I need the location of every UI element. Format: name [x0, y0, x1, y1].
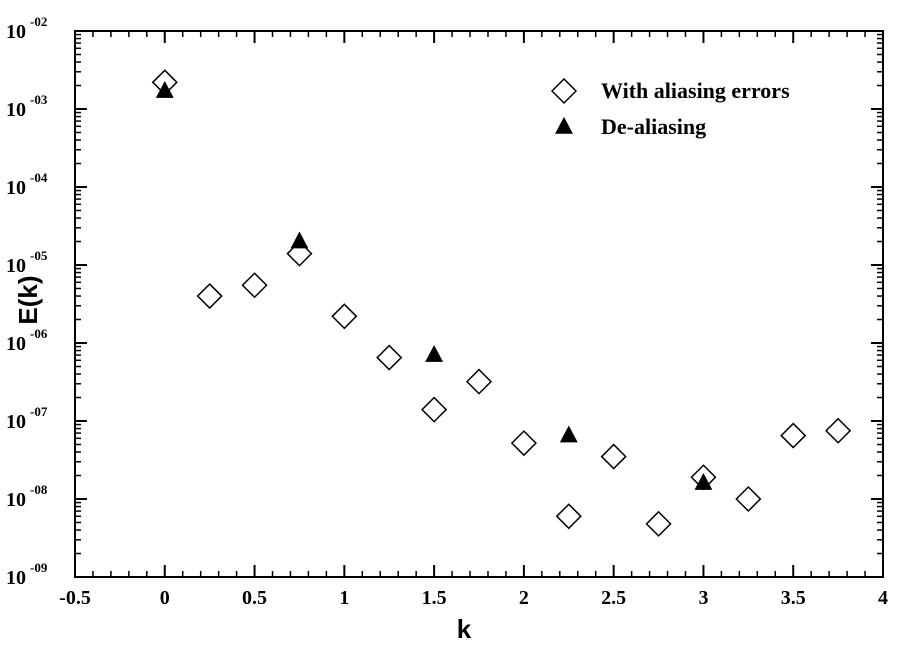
diamond-point: [735, 485, 762, 513]
y-tick-exponent: -04: [30, 170, 48, 185]
y-tick-exponent: -07: [30, 404, 48, 419]
diamond-point: [825, 417, 852, 444]
triangle-point: [425, 345, 444, 362]
data-points-layer: [151, 69, 852, 537]
y-tick-label: 10: [6, 489, 26, 511]
diamond-point: [465, 368, 493, 395]
diamond-point: [241, 272, 268, 299]
y-tick-label: 10: [6, 177, 26, 199]
series-2: [155, 80, 713, 490]
legend-marker-triangle: [555, 116, 573, 134]
y-axis-title: E(k): [13, 275, 43, 324]
y-tick-exponent: -06: [30, 326, 48, 341]
diamond-point: [555, 503, 582, 530]
triangle-point: [290, 231, 309, 249]
legend-label: De-aliasing: [601, 114, 706, 139]
y-tick-exponent: -05: [30, 248, 48, 263]
x-tick-label: 1.5: [422, 587, 447, 609]
x-tick-label: 2.5: [601, 587, 626, 609]
x-tick-label: 0.5: [242, 587, 267, 609]
diamond-point: [780, 422, 807, 449]
legend-marker-diamond: [550, 77, 578, 105]
diamond-point: [645, 510, 672, 537]
plot-frame-layer: [74, 30, 884, 578]
x-tick-label: -0.5: [59, 587, 91, 609]
y-tick-exponent: -09: [30, 560, 48, 575]
y-tick-label: 10: [6, 21, 26, 43]
diamond-point: [331, 303, 358, 330]
legend-label: With aliasing errors: [601, 78, 790, 103]
x-tick-label: 3: [698, 587, 708, 609]
triangle-point: [559, 425, 578, 443]
x-tick-label: 3.5: [781, 587, 806, 609]
series-1: [151, 69, 852, 537]
x-tick-label: 0: [160, 587, 170, 609]
legend: With aliasing errors De-aliasing: [550, 77, 790, 139]
diamond-point: [196, 282, 223, 310]
diamond-point: [421, 396, 448, 423]
diamond-point: [600, 443, 627, 470]
y-tick-exponent: -02: [30, 14, 47, 29]
triangle-point: [155, 80, 174, 98]
y-tick-label: 10: [6, 99, 26, 121]
x-axis-title: k: [457, 614, 472, 644]
x-tick-label: 2: [519, 587, 529, 609]
plot-frame: [74, 30, 884, 578]
y-tick-exponent: -03: [30, 92, 48, 107]
y-tick-label: 10: [6, 255, 26, 277]
y-tick-label: 10: [6, 567, 26, 589]
x-tick-label: 4: [878, 587, 888, 609]
y-tick-exponent: -08: [30, 482, 48, 497]
triangle-point: [694, 473, 713, 490]
diamond-point: [376, 344, 403, 371]
y-tick-label: 10: [6, 333, 26, 355]
ticks-layer: -0.5 0 0.5 1 1.5 2 2.5 3 3.5 4 10 -09 10 -08 10 -07 10 -0…: [6, 14, 888, 609]
y-tick-label: 10: [6, 411, 26, 433]
diamond-point: [510, 430, 537, 457]
x-tick-label: 1: [339, 587, 349, 609]
